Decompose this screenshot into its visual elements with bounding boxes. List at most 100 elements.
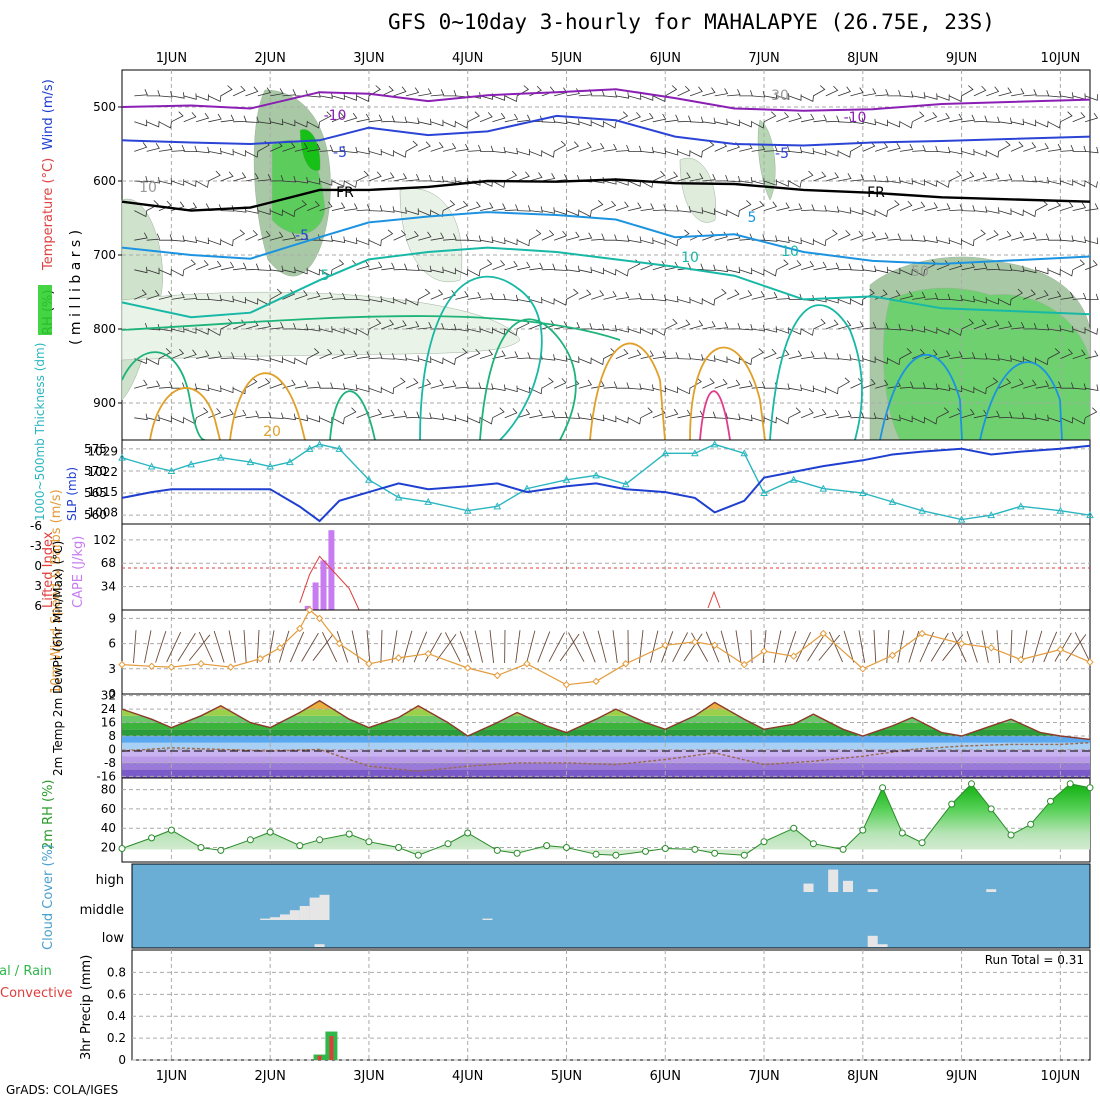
- wind-barb: [862, 118, 876, 126]
- cape-label: CAPE (J/kg): [71, 536, 86, 608]
- temp-band: [122, 729, 1090, 736]
- wind10-barb: [1074, 632, 1091, 663]
- bottom-date-label: 5JUN: [551, 1069, 582, 1084]
- pressure-tick-labels: 500 600 700 800 900: [93, 100, 122, 410]
- wind10-marker: [661, 641, 669, 649]
- wind-barb: [183, 93, 197, 100]
- wind-barb: [430, 119, 444, 127]
- wind10-barb: [735, 630, 742, 663]
- wind-barb: [825, 409, 840, 419]
- wind-barb: [1085, 350, 1099, 359]
- wind-barb: [183, 327, 197, 334]
- wind-barb: [763, 111, 777, 123]
- wind-barb: [516, 408, 531, 419]
- temp-band: [122, 742, 1090, 750]
- cape-bar: [328, 530, 335, 610]
- wind-barb: [998, 321, 1013, 330]
- wind-barb: [578, 266, 592, 274]
- wind-barb: [257, 208, 271, 215]
- rh2m-marker: [345, 830, 353, 838]
- wind10-barb: [1032, 630, 1043, 663]
- wind-barb: [1035, 290, 1049, 300]
- wind-barb: [183, 236, 197, 243]
- wind-barb: [517, 352, 531, 359]
- wind-barb: [282, 175, 297, 183]
- wind-barb: [1085, 146, 1099, 154]
- wind10-barb: [705, 631, 720, 663]
- wind-barb: [875, 413, 889, 421]
- wind-barb: [813, 205, 827, 212]
- thickness-marker: [305, 444, 314, 452]
- wind10-barb: [582, 631, 596, 663]
- wind-barb: [307, 325, 321, 332]
- wind-barb: [591, 358, 604, 366]
- wind-barb: [418, 322, 432, 330]
- wind-barb: [875, 119, 888, 127]
- wind10-barb: [597, 630, 607, 663]
- wind-barb: [1035, 200, 1048, 211]
- wind-barb: [1072, 180, 1086, 187]
- wind-barb: [381, 409, 395, 419]
- wind-barb: [1047, 91, 1062, 98]
- wind10-barb: [526, 630, 536, 663]
- cloud-tick: high: [96, 873, 124, 888]
- wind-barb: [936, 260, 950, 271]
- wind-barb: [689, 207, 704, 214]
- wind-barb: [356, 351, 371, 359]
- wind10-marker: [256, 655, 264, 663]
- rh2m-marker: [148, 834, 156, 842]
- wind-barb: [924, 202, 938, 211]
- wind10-marker: [592, 677, 600, 686]
- wind-barb: [986, 410, 1000, 419]
- wind-barb: [763, 201, 778, 211]
- wind-barb: [702, 321, 716, 330]
- wind-barb: [726, 289, 740, 300]
- wind-barb: [998, 230, 1012, 241]
- contour-label: 50: [911, 264, 929, 280]
- wind10-barb: [413, 631, 428, 663]
- top-date-label: 10JUN: [1041, 51, 1081, 66]
- rh2m-marker: [118, 845, 126, 852]
- wind-barb: [825, 353, 840, 360]
- wind-barb: [541, 377, 554, 389]
- wind-barb: [220, 408, 234, 419]
- upper-air-panel: -10 -10 -5 -5 FR FR -5 5 5 10 10 20 30 50 10 500 600 700…: [38, 69, 1099, 441]
- wind-barb: [652, 204, 667, 211]
- wind-barb: [381, 387, 395, 395]
- wind-barb: [998, 378, 1012, 389]
- wind-barb: [912, 235, 926, 242]
- thickness-marker: [918, 506, 926, 514]
- rh2m-markers: [118, 780, 1094, 859]
- wind-barb: [788, 203, 803, 211]
- rh2m-marker: [246, 836, 254, 844]
- wind-barb: [208, 385, 222, 393]
- wind-barb: [183, 349, 197, 359]
- dewpoint-line: [121, 742, 1091, 773]
- warm-contour: [329, 390, 376, 441]
- wind-barb: [578, 119, 592, 127]
- wind-barb: [640, 237, 654, 245]
- wind-barb: [800, 328, 814, 336]
- wind-barb: [344, 237, 358, 245]
- wind-barb: [146, 380, 161, 389]
- wind-barb: [467, 291, 482, 300]
- wind-barb: [405, 174, 420, 182]
- wind-barb: [529, 387, 543, 395]
- wind-barb: [850, 264, 865, 271]
- wind-barb: [455, 200, 468, 211]
- wind-barb: [1085, 384, 1099, 391]
- contour-label: 20: [263, 424, 281, 440]
- wind-barb: [282, 142, 296, 152]
- wind-barb: [319, 111, 332, 123]
- bottom-date-label: 1JUN: [156, 1069, 187, 1084]
- wind-barb: [245, 377, 258, 389]
- wind-barb: [294, 142, 309, 152]
- wind10-barb: [267, 630, 275, 663]
- wind-barb: [936, 328, 950, 335]
- wind-barb: [566, 265, 580, 273]
- rh2m-marker: [197, 844, 205, 851]
- wind-barb: [134, 289, 147, 300]
- wind-barb: [714, 412, 729, 419]
- wind-barb: [1010, 322, 1025, 330]
- pressure-tick: 700: [93, 248, 116, 262]
